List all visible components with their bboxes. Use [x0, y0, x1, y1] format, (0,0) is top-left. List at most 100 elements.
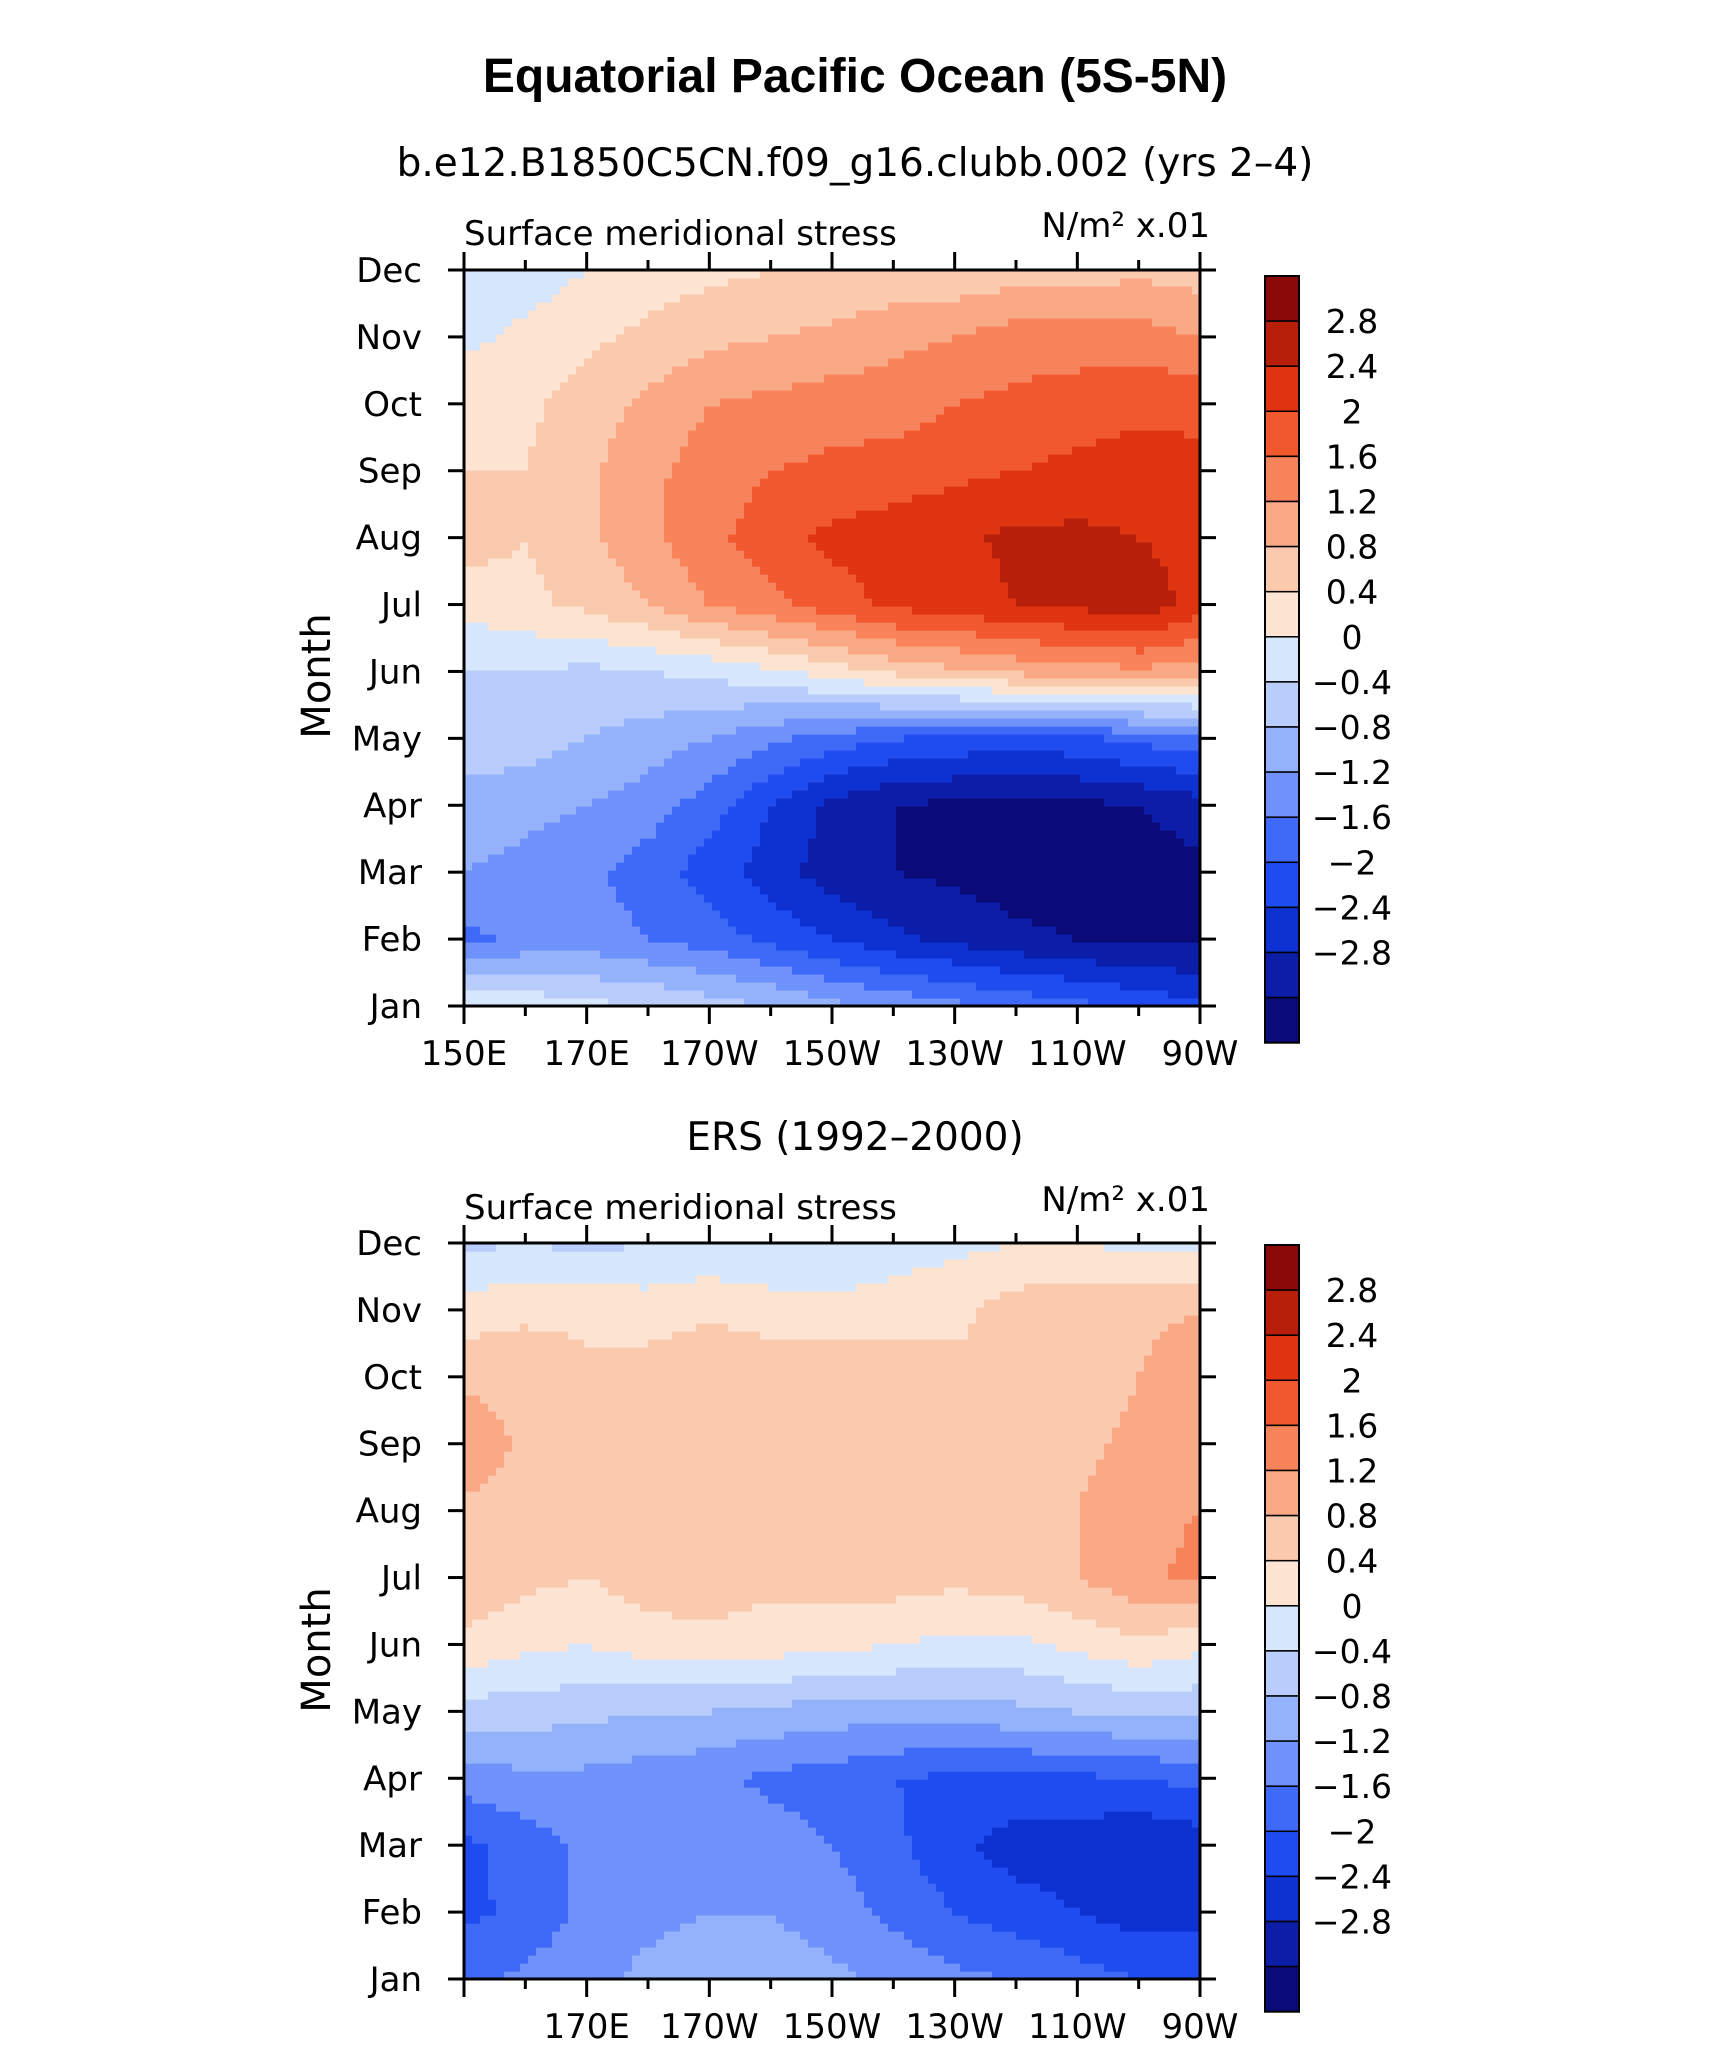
- contour-cell: [840, 646, 849, 655]
- contour-cell: [512, 598, 521, 607]
- contour-cell: [928, 590, 937, 599]
- contour-cell: [872, 958, 881, 967]
- contour-cell: [688, 702, 697, 711]
- contour-cell: [696, 790, 705, 799]
- contour-cell: [944, 870, 953, 879]
- contour-cell: [1016, 662, 1025, 671]
- contour-cell: [1008, 718, 1017, 727]
- contour-cell: [560, 742, 569, 751]
- contour-cell: [1024, 782, 1033, 791]
- contour-cell: [1136, 814, 1145, 823]
- contour-cell: [752, 846, 761, 855]
- contour-cell: [848, 782, 857, 791]
- contour-cell: [1168, 910, 1177, 919]
- contour-cell: [992, 790, 1001, 799]
- contour-cell: [800, 590, 809, 599]
- contour-cell: [1120, 902, 1129, 911]
- contour-cell: [768, 966, 777, 975]
- contour-cell: [696, 638, 705, 647]
- contour-cell: [968, 758, 977, 767]
- contour-cell: [696, 670, 705, 679]
- contour-cell: [848, 822, 857, 831]
- contour-cell: [968, 990, 977, 999]
- contour-cell: [656, 966, 665, 975]
- contour-cell: [824, 598, 833, 607]
- contour-cell: [1160, 814, 1169, 823]
- contour-cell: [992, 942, 1001, 951]
- contour-cell: [792, 862, 801, 871]
- contour-cell: [960, 758, 969, 767]
- contour-cell: [520, 966, 529, 975]
- contour-cell: [1192, 718, 1201, 727]
- contour-cell: [912, 838, 921, 847]
- contour-cell: [1160, 606, 1169, 615]
- contour-cell: [480, 606, 489, 615]
- contour-cell: [936, 694, 945, 703]
- contour-cell: [1096, 926, 1105, 935]
- contour-cell: [568, 950, 577, 959]
- contour-cell: [584, 646, 593, 655]
- contour-cell: [1168, 758, 1177, 767]
- contour-cell: [1016, 982, 1025, 991]
- contour-cell: [584, 574, 593, 583]
- contour-cell: [752, 638, 761, 647]
- contour-cell: [1064, 942, 1073, 951]
- contour-cell: [584, 718, 593, 727]
- contour-cell: [544, 838, 553, 847]
- contour-cell: [792, 774, 801, 783]
- contour-cell: [1008, 926, 1017, 935]
- contour-cell: [1096, 622, 1105, 631]
- contour-cell: [496, 798, 505, 807]
- contour-cell: [1056, 966, 1065, 975]
- contour-cell: [680, 630, 689, 639]
- contour-cell: [784, 822, 793, 831]
- contour-cell: [728, 694, 737, 703]
- contour-cell: [888, 830, 897, 839]
- contour-cell: [584, 950, 593, 959]
- contour-cell: [920, 718, 929, 727]
- contour-cell: [1056, 870, 1065, 879]
- contour-cell: [520, 590, 529, 599]
- contour-cell: [1040, 806, 1049, 815]
- contour-cell: [896, 830, 905, 839]
- contour-cell: [504, 982, 513, 991]
- contour-cell: [616, 910, 625, 919]
- contour-cell: [616, 662, 625, 671]
- contour-cell: [1064, 966, 1073, 975]
- contour-cell: [728, 606, 737, 615]
- contour-cell: [1032, 830, 1041, 839]
- contour-cell: [832, 590, 841, 599]
- contour-cell: [872, 582, 881, 591]
- contour-cell: [944, 630, 953, 639]
- contour-cell: [1128, 758, 1137, 767]
- contour-cell: [1192, 974, 1201, 983]
- contour-cell: [928, 606, 937, 615]
- contour-cell: [824, 686, 833, 695]
- contour-cell: [888, 958, 897, 967]
- contour-cell: [1184, 990, 1193, 999]
- contour-cell: [856, 582, 865, 591]
- contour-cell: [760, 966, 769, 975]
- contour-cell: [848, 830, 857, 839]
- contour-cell: [656, 758, 665, 767]
- contour-cell: [784, 886, 793, 895]
- contour-cell: [488, 854, 497, 863]
- contour-cell: [824, 822, 833, 831]
- contour-cell: [576, 774, 585, 783]
- contour-cell: [648, 694, 657, 703]
- contour-cell: [624, 830, 633, 839]
- contour-cell: [656, 678, 665, 687]
- contour-cell: [784, 686, 793, 695]
- contour-cell: [752, 670, 761, 679]
- contour-cell: [608, 606, 617, 615]
- contour-cell: [1152, 862, 1161, 871]
- contour-cell: [1096, 798, 1105, 807]
- contour-cell: [728, 718, 737, 727]
- contour-cell: [776, 926, 785, 935]
- contour-cell: [920, 862, 929, 871]
- contour-cell: [904, 734, 913, 743]
- contour-cell: [1160, 822, 1169, 831]
- contour-cell: [608, 726, 617, 735]
- contour-cell: [1032, 982, 1041, 991]
- contour-cell: [712, 638, 721, 647]
